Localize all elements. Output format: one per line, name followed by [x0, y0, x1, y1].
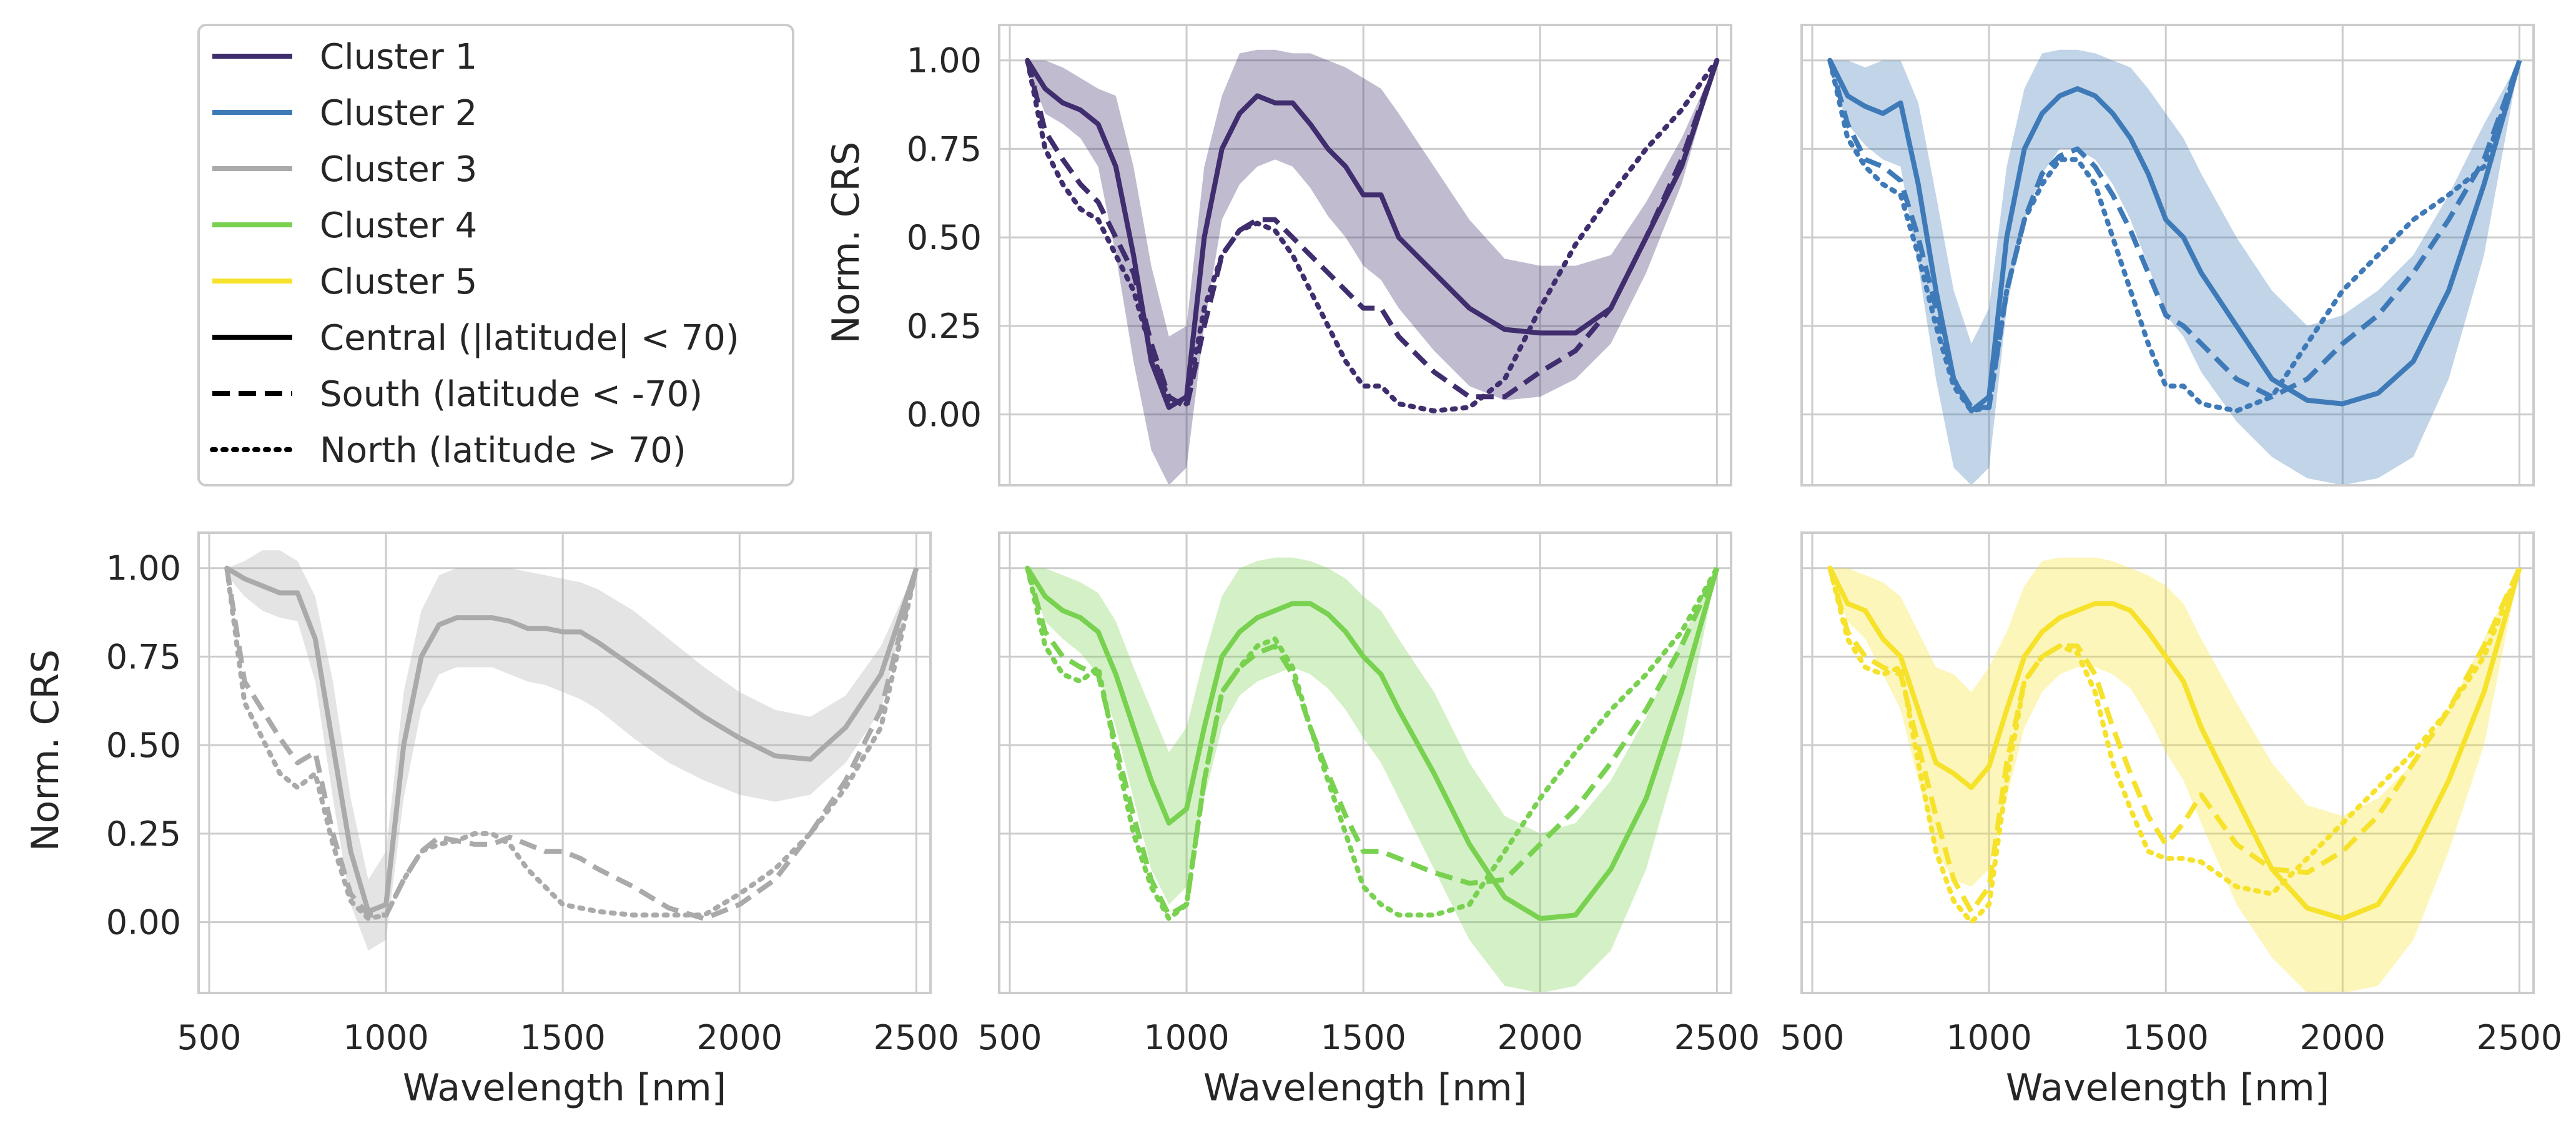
- legend-label: Cluster 4: [320, 205, 477, 246]
- series-line-dashed: [224, 567, 919, 921]
- series-line-solid: [225, 566, 919, 914]
- plot-area: [1827, 49, 2522, 485]
- x-tick-label: 500: [1780, 1018, 1844, 1057]
- y-tick-label: 0.75: [907, 129, 982, 169]
- axes-frame: [1800, 24, 2535, 487]
- panel-3: 0.00 0.25 0.50 0.75 1.00 500 1000 1500 2000 2500 N…: [24, 531, 959, 1110]
- axes-frame: [998, 24, 1732, 487]
- legend-label: Cluster 5: [320, 262, 477, 302]
- panels: 0.00 0.25 0.50 0.75 1.00 Norm. CRS 0.00 0.25 0.5…: [24, 24, 2562, 1110]
- series-line-solid: [1827, 566, 2522, 921]
- legend-entry: Cluster 4: [212, 205, 477, 246]
- y-tick-label: 0.50: [106, 726, 181, 765]
- y-tick-label: 0.00: [106, 903, 181, 942]
- legend-entry: South (latitude < -70): [212, 374, 703, 415]
- confidence-band: [1027, 557, 1717, 993]
- x-tick-label: 2000: [1498, 1018, 1583, 1057]
- confidence-band: [1830, 557, 2520, 993]
- x-tick-label: 2000: [2300, 1018, 2386, 1057]
- y-tick-label: 0.25: [106, 814, 181, 854]
- axes-frame: [1800, 531, 2535, 994]
- y-tick-label: 1.00: [106, 549, 181, 588]
- x-tick-label: 1500: [2123, 1018, 2208, 1057]
- series-line-dashed: [1827, 59, 2522, 410]
- panel-5: 500 1000 1500 2000 2500 Wavelength [nm]: [1780, 531, 2562, 1110]
- y-tick-label: 1.00: [907, 41, 982, 81]
- series-line-dotted: [1025, 57, 1720, 413]
- series-line-dashed: [1025, 59, 1720, 410]
- y-axis-label: Norm. CRS: [824, 142, 868, 343]
- legend-entry: Cluster 3: [212, 149, 477, 190]
- x-tick-label: 2500: [1674, 1018, 1760, 1057]
- y-axis-label: Norm. CRS: [24, 649, 67, 851]
- x-tick-label: 1000: [343, 1018, 428, 1057]
- series-line-solid: [1827, 59, 2522, 413]
- confidence-band: [227, 550, 917, 951]
- series-line-solid: [1025, 59, 1720, 410]
- legend-entry: Cluster 1: [212, 37, 477, 77]
- panel-1: 0.00 0.25 0.50 0.75 1.00 Norm. CRS: [824, 24, 1732, 487]
- panel-4: 500 1000 1500 2000 2500 Wavelength [nm]: [977, 531, 1760, 1110]
- legend-entry: North (latitude > 70): [210, 430, 686, 471]
- y-tick-label: 0.50: [907, 218, 982, 257]
- legend-entry: Central (|latitude| < 70): [212, 318, 739, 358]
- x-axis-label: Wavelength [nm]: [2006, 1066, 2329, 1110]
- series-line-dotted: [1827, 57, 2522, 413]
- axes-frame: [998, 531, 1732, 994]
- series-line-dotted: [1827, 565, 2522, 925]
- x-tick-label: 2000: [697, 1018, 782, 1057]
- x-tick-label: 1000: [1946, 1018, 2031, 1057]
- x-tick-label: 2500: [2477, 1018, 2562, 1057]
- legend-label: Cluster 1: [320, 37, 477, 77]
- legend: Cluster 1 Cluster 2 Cluster 3 Cluster 4 Clus…: [197, 24, 794, 487]
- confidence-band: [1830, 49, 2520, 485]
- x-axis-label: Wavelength [nm]: [1203, 1066, 1527, 1110]
- plot-area: [1025, 557, 1720, 993]
- series-line-solid: [1025, 566, 1720, 921]
- legend-entry: Cluster 2: [212, 93, 477, 134]
- x-tick-label: 1500: [520, 1018, 605, 1057]
- x-tick-label: 500: [977, 1018, 1042, 1057]
- x-tick-label: 500: [177, 1018, 241, 1057]
- plot-area: [224, 550, 919, 951]
- legend-items: Cluster 1 Cluster 2 Cluster 3 Cluster 4 Clus…: [210, 37, 739, 471]
- legend-label: South (latitude < -70): [320, 374, 703, 415]
- legend-label: North (latitude > 70): [320, 430, 686, 471]
- legend-label: Cluster 3: [320, 149, 477, 190]
- axes-frame: [197, 531, 932, 994]
- series-line-dashed: [1025, 567, 1720, 918]
- series-line-dotted: [1025, 565, 1720, 921]
- x-tick-label: 1500: [1320, 1018, 1406, 1057]
- x-tick-label: 1000: [1143, 1018, 1229, 1057]
- panel-2: [1800, 24, 2535, 487]
- y-tick-label: 0.00: [907, 395, 982, 435]
- x-axis-label: Wavelength [nm]: [403, 1066, 726, 1110]
- legend-frame: [197, 24, 794, 487]
- legend-entry: Cluster 5: [212, 262, 477, 302]
- plot-area: [1025, 49, 1720, 485]
- series-line-dotted: [224, 565, 919, 921]
- plot-area: [1827, 557, 2522, 993]
- legend-label: Cluster 2: [320, 93, 477, 134]
- legend-label: Central (|latitude| < 70): [320, 318, 739, 358]
- y-tick-label: 0.75: [106, 637, 181, 676]
- x-tick-label: 2500: [874, 1018, 959, 1057]
- y-tick-label: 0.25: [907, 307, 982, 346]
- confidence-band: [1027, 49, 1717, 485]
